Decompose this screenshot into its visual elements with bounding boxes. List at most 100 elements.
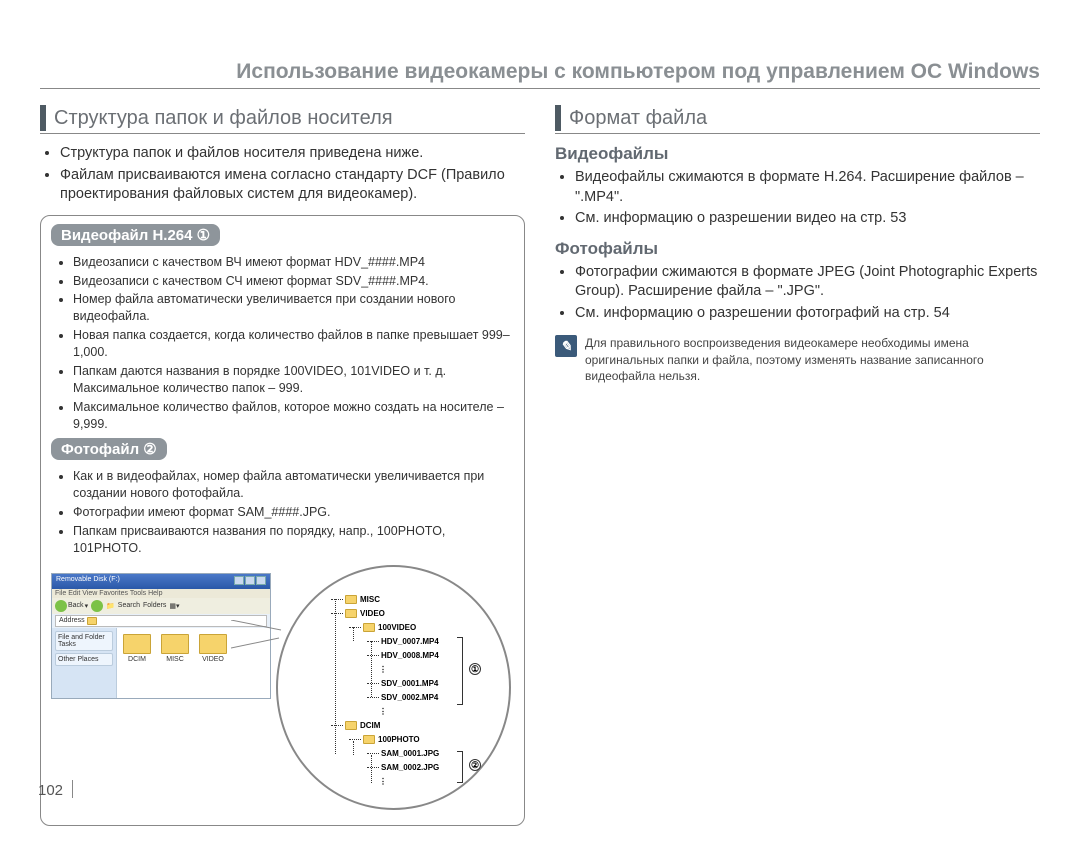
tree-leaf: SAM_0002.JPG [331, 761, 439, 775]
box-title-1: Видеофайл H.264 ① [51, 224, 220, 246]
tree-line [335, 599, 336, 754]
tree-label: 100VIDEO [378, 623, 416, 632]
tree-leaf: HDV_0008.MP4 [331, 649, 439, 663]
minimize-icon [234, 576, 244, 585]
subsection-title: Видеофайлы [555, 144, 1040, 164]
intro-list: Структура папок и файлов носителя привед… [40, 144, 525, 205]
box1-bullet: Папкам даются названия в порядке 100VIDE… [73, 363, 514, 397]
folder-item: MISC [161, 634, 189, 692]
left-column: Структура папок и файлов носителя Структ… [40, 105, 525, 826]
callout-1: ① [469, 663, 481, 675]
tree-node: MISC [331, 593, 439, 607]
explorer-sidebar: File and Folder Tasks Other Places [52, 628, 117, 698]
tree-label: SAM_0002.JPG [381, 763, 439, 772]
window-controls [233, 576, 266, 587]
sub2-bullet: См. информацию о разрешении фотографий н… [575, 304, 1040, 324]
maximize-icon [245, 576, 255, 585]
section-head-left: Структура папок и файлов носителя [40, 105, 525, 134]
back-button: Back ▾ [55, 600, 88, 612]
section-bar-icon [555, 105, 561, 131]
tree-label: VIDEO [360, 609, 385, 618]
tree-label: HDV_0007.MP4 [381, 637, 439, 646]
tree-node: 100VIDEO [331, 621, 439, 635]
tree-ellipsis: ⋮ [331, 705, 439, 719]
sub2-list: Фотографии сжимаются в формате JPEG (Joi… [555, 263, 1040, 324]
search-label: Search [118, 602, 140, 609]
tree-leaf: HDV_0007.MP4 [331, 635, 439, 649]
tree-leaf: SAM_0001.JPG [331, 747, 439, 761]
info-box: Видеофайл H.264 ① Видеозаписи с качество… [40, 215, 525, 826]
folder-icon [345, 721, 357, 730]
tree-ellipsis: ⋮ [331, 775, 439, 789]
box2-list: Как и в видеофайлах, номер файла автомат… [51, 468, 514, 556]
views-icon: ▦▾ [169, 602, 179, 610]
box1-bullet: Номер файла автоматически увеличивается … [73, 291, 514, 325]
up-icon: 📁 [106, 602, 115, 610]
tree-line [371, 641, 372, 697]
folder-icon [123, 634, 151, 654]
tree-label: SAM_0001.JPG [381, 749, 439, 758]
section-bar-icon [40, 105, 46, 131]
section-head-right: Формат файла [555, 105, 1040, 134]
note-icon: ✎ [555, 335, 577, 357]
close-icon [256, 576, 266, 585]
folder-item: DCIM [123, 634, 151, 692]
box1-bullet: Новая папка создается, когда количество … [73, 327, 514, 361]
tree-label: DCIM [360, 721, 380, 730]
bracket-icon [457, 751, 463, 783]
box1-bullet: Видеозаписи с качеством СЧ имеют формат … [73, 273, 514, 290]
tree-node: DCIM [331, 719, 439, 733]
intro-bullet: Файлам присваиваются имена согласно стан… [60, 166, 525, 205]
box2-bullet: Фотографии имеют формат SAM_####.JPG. [73, 504, 514, 521]
folder-icon [363, 623, 375, 632]
tree-label: MISC [360, 595, 380, 604]
tree-ellipsis: ⋮ [331, 663, 439, 677]
back-label: Back [68, 602, 84, 609]
tree-leaf: SDV_0002.MP4 [331, 691, 439, 705]
tree-line [371, 755, 372, 783]
folder-icon [345, 609, 357, 618]
sub1-list: Видеофайлы сжимаются в формате H.264. Ра… [555, 168, 1040, 229]
folder-figure: Removable Disk (F:) File Edit View Favor… [51, 565, 514, 815]
subsection-title: Фотофайлы [555, 239, 1040, 259]
box1-bullet: Максимальное количество файлов, которое … [73, 399, 514, 433]
tree-line [353, 741, 354, 755]
tree-label: SDV_0002.MP4 [381, 693, 438, 702]
box1-list: Видеозаписи с качеством ВЧ имеют формат … [51, 254, 514, 433]
folder-tree: MISC VIDEO 100VIDEO HDV_0007.MP4 HDV_000… [331, 593, 439, 789]
note-text: Для правильного воспроизведения видеокам… [585, 335, 1040, 384]
address-label: Address [59, 617, 85, 624]
folder-label: MISC [166, 656, 184, 663]
back-icon [55, 600, 67, 612]
page-number: 102 [38, 782, 69, 799]
sub1-bullet: См. информацию о разрешении видео на стр… [575, 209, 1040, 229]
drive-icon [87, 617, 97, 625]
explorer-titlebar: Removable Disk (F:) [52, 574, 270, 589]
folder-label: DCIM [128, 656, 146, 663]
box-title-2: Фотофайл ② [51, 438, 167, 460]
folder-icon [161, 634, 189, 654]
folder-icon [345, 595, 357, 604]
tree-label: 100PHOTO [378, 735, 420, 744]
chapter-title: Использование видеокамеры с компьютером … [40, 60, 1040, 89]
section-title-left: Структура папок и файлов носителя [54, 107, 393, 130]
sidebar-block: Other Places [55, 653, 113, 666]
page: Использование видеокамеры с компьютером … [0, 0, 1080, 846]
sub2-bullet: Фотографии сжимаются в формате JPEG (Joi… [575, 263, 1040, 302]
section-title-right: Формат файла [569, 107, 707, 130]
folder-icon [199, 634, 227, 654]
box2-bullet: Как и в видеофайлах, номер файла автомат… [73, 468, 514, 502]
right-column: Формат файла Видеофайлы Видеофайлы сжима… [555, 105, 1040, 826]
sub1-bullet: Видеофайлы сжимаются в формате H.264. Ра… [575, 168, 1040, 207]
explorer-title-text: Removable Disk (F:) [56, 576, 120, 587]
box1-bullet: Видеозаписи с качеством ВЧ имеют формат … [73, 254, 514, 271]
bracket-icon [457, 637, 463, 705]
note-block: ✎ Для правильного воспроизведения видеок… [555, 335, 1040, 384]
tree-label: SDV_0001.MP4 [381, 679, 438, 688]
folder-label: VIDEO [202, 656, 224, 663]
tree-leaf: SDV_0001.MP4 [331, 677, 439, 691]
folders-label: Folders [143, 602, 166, 609]
sidebar-block: File and Folder Tasks [55, 631, 113, 651]
tree-label: HDV_0008.MP4 [381, 651, 439, 660]
folder-icon [363, 735, 375, 744]
